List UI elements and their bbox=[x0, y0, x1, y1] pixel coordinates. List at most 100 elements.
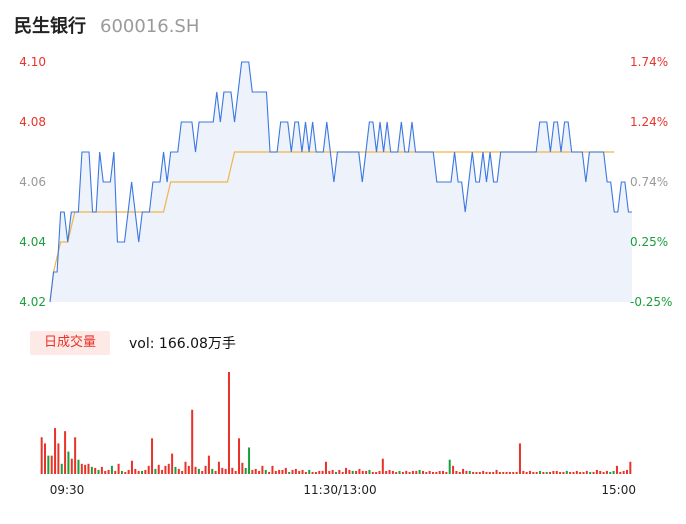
percent-tick-label: -0.25% bbox=[630, 295, 672, 309]
volume-bar bbox=[177, 468, 180, 474]
volume-bar bbox=[455, 470, 458, 474]
volume-bar bbox=[592, 471, 595, 474]
volume-bar bbox=[197, 468, 200, 474]
volume-bar bbox=[418, 469, 421, 474]
volume-bar bbox=[191, 409, 194, 474]
volume-bar bbox=[90, 466, 93, 474]
volume-bar bbox=[204, 465, 207, 474]
volume-bar bbox=[234, 470, 237, 474]
volume-bar bbox=[498, 471, 501, 474]
volume-bar bbox=[421, 470, 424, 474]
price-line-layer bbox=[49, 61, 632, 303]
volume-bar bbox=[579, 471, 582, 474]
volume-bar bbox=[74, 437, 77, 474]
volume-bar bbox=[365, 470, 368, 474]
volume-bar bbox=[80, 463, 83, 474]
time-tick-label: 15:00 bbox=[601, 483, 636, 497]
volume-bar bbox=[288, 471, 291, 474]
volume-bar bbox=[331, 469, 334, 474]
volume-bar bbox=[174, 466, 177, 474]
volume-readout: vol: 166.08万手 bbox=[129, 333, 236, 353]
volume-bar bbox=[254, 468, 257, 474]
volume-bar bbox=[485, 471, 488, 474]
price-tick-label: 4.10 bbox=[19, 55, 46, 69]
percent-tick-label: 0.74% bbox=[630, 175, 668, 189]
volume-bar bbox=[361, 470, 364, 474]
volume-bar bbox=[371, 471, 374, 474]
volume-bar bbox=[401, 471, 404, 474]
price-area-layer bbox=[50, 62, 632, 302]
volume-bar bbox=[532, 471, 535, 474]
volume-bar bbox=[575, 470, 578, 474]
volume-bar bbox=[157, 464, 160, 474]
volume-bar bbox=[522, 470, 525, 474]
volume-bar bbox=[368, 469, 371, 474]
volume-bar bbox=[151, 438, 154, 474]
volume-bar bbox=[321, 470, 324, 474]
stock-name: 民生银行 bbox=[14, 16, 86, 37]
volume-bar bbox=[284, 467, 287, 474]
volume-bar bbox=[40, 437, 43, 474]
volume-bar bbox=[50, 455, 53, 474]
volume-readout-value: 166.08万手 bbox=[158, 336, 236, 352]
volume-bar bbox=[238, 438, 241, 474]
price-area-fill bbox=[50, 62, 632, 302]
volume-bar bbox=[488, 471, 491, 474]
volume-bar bbox=[542, 471, 545, 474]
volume-bar bbox=[599, 470, 602, 474]
volume-bar bbox=[528, 470, 531, 474]
volume-bar bbox=[201, 470, 204, 474]
volume-bar bbox=[181, 470, 184, 474]
percent-tick-label: 1.74% bbox=[630, 55, 668, 69]
volume-bar bbox=[137, 470, 140, 474]
volume-bar bbox=[281, 469, 284, 474]
volume-bar bbox=[582, 471, 585, 474]
volume-bar bbox=[495, 469, 498, 474]
volume-bar bbox=[301, 469, 304, 474]
volume-bar bbox=[565, 470, 568, 474]
volume-bar bbox=[438, 470, 441, 474]
volume-bar bbox=[408, 471, 411, 474]
volume-bar bbox=[375, 471, 378, 474]
volume-bar bbox=[57, 443, 60, 474]
volume-bar bbox=[147, 465, 150, 474]
volume-bar bbox=[294, 468, 297, 474]
stock-code: 600016.SH bbox=[100, 16, 200, 37]
volume-bar bbox=[552, 470, 555, 474]
volume-bar bbox=[338, 469, 341, 474]
volume-bar bbox=[187, 465, 190, 474]
volume-bar bbox=[411, 470, 414, 474]
volume-bar bbox=[351, 470, 354, 474]
volume-bar bbox=[244, 467, 247, 474]
volume-bar bbox=[261, 465, 264, 474]
percent-axis-labels: 1.74% 1.24% 0.74% 0.25% -0.25% bbox=[630, 55, 672, 309]
volume-bar bbox=[308, 469, 311, 474]
volume-bar bbox=[435, 471, 438, 474]
volume-bar bbox=[107, 469, 110, 474]
volume-bar bbox=[77, 459, 80, 474]
volume-bar bbox=[502, 471, 505, 474]
volume-bar bbox=[274, 470, 277, 474]
volume-bar bbox=[251, 469, 254, 474]
volume-bar bbox=[44, 443, 47, 474]
volume-bar bbox=[248, 447, 251, 474]
price-axis-labels: 4.10 4.08 4.06 4.04 4.02 bbox=[19, 55, 46, 309]
volume-bar bbox=[569, 471, 572, 474]
volume-bar bbox=[482, 470, 485, 474]
volume-bar bbox=[549, 471, 552, 474]
volume-bar bbox=[271, 465, 274, 474]
price-tick-label: 4.06 bbox=[19, 175, 46, 189]
volume-bar bbox=[335, 471, 338, 474]
volume-bar bbox=[184, 461, 187, 474]
volume-bar bbox=[395, 471, 398, 474]
volume-bar bbox=[217, 461, 220, 474]
stock-header: 民生银行 600016.SH bbox=[14, 12, 199, 40]
volume-bar bbox=[130, 460, 133, 474]
volume-bar bbox=[268, 471, 271, 474]
volume-tag: 日成交量 bbox=[30, 331, 110, 355]
volume-bar bbox=[97, 469, 100, 474]
volume-bar bbox=[505, 471, 508, 474]
volume-readout-prefix: vol: bbox=[129, 336, 159, 352]
volume-bar bbox=[585, 470, 588, 474]
volume-bar bbox=[328, 470, 331, 474]
